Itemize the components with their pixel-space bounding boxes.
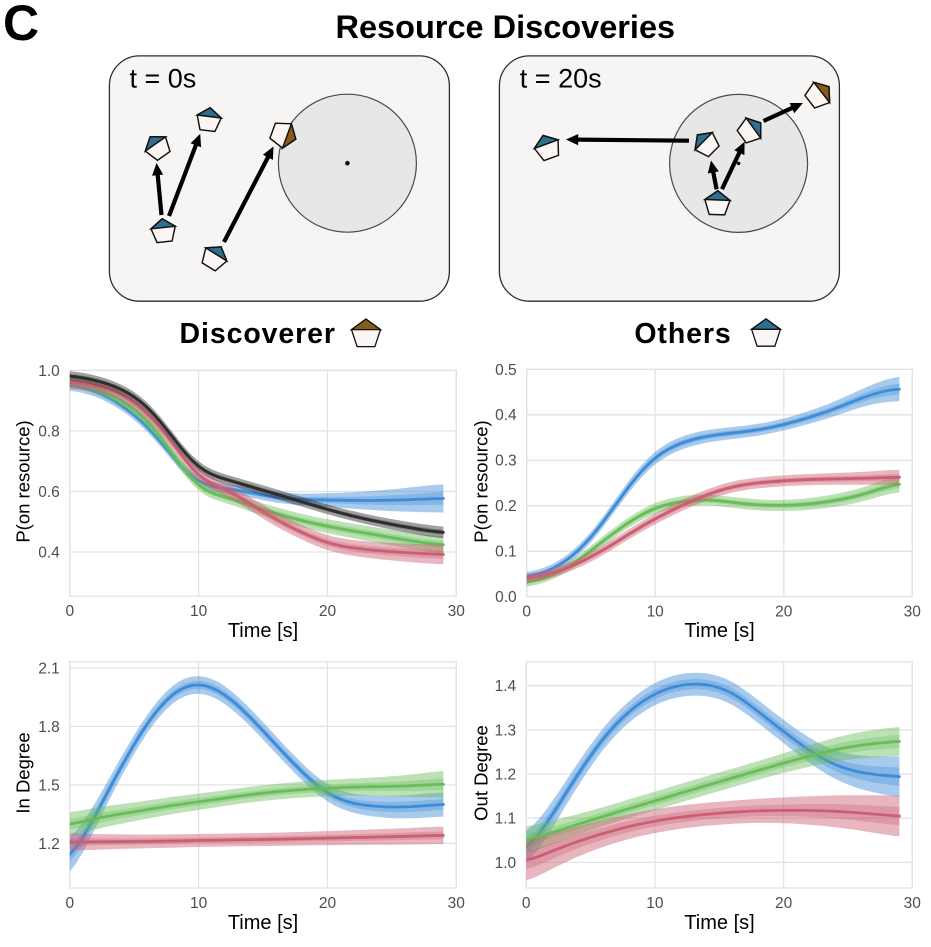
svg-text:20: 20: [319, 603, 337, 620]
svg-text:10: 10: [190, 895, 208, 912]
svg-text:Time [s]: Time [s]: [684, 620, 754, 642]
svg-text:0.4: 0.4: [495, 407, 517, 424]
svg-text:t = 20s: t = 20s: [520, 64, 602, 94]
svg-text:1.0: 1.0: [38, 363, 60, 380]
svg-text:20: 20: [319, 895, 337, 912]
svg-text:1.2: 1.2: [495, 767, 517, 784]
svg-text:20: 20: [775, 604, 793, 621]
svg-text:Time [s]: Time [s]: [228, 912, 298, 934]
svg-text:0.6: 0.6: [38, 484, 60, 501]
svg-text:0.4: 0.4: [38, 544, 60, 561]
svg-text:2.1: 2.1: [38, 660, 60, 677]
svg-text:P(on resource): P(on resource): [13, 420, 34, 542]
svg-text:0: 0: [65, 603, 74, 620]
svg-text:1.3: 1.3: [495, 722, 517, 739]
svg-text:In Degree: In Degree: [13, 732, 34, 813]
svg-text:C: C: [3, 0, 39, 51]
svg-text:0.8: 0.8: [38, 423, 60, 440]
svg-text:20: 20: [775, 895, 793, 912]
svg-text:0.2: 0.2: [495, 498, 517, 515]
svg-text:1.0: 1.0: [495, 855, 517, 872]
svg-text:Time [s]: Time [s]: [228, 620, 298, 642]
svg-text:t = 0s: t = 0s: [130, 64, 197, 94]
svg-text:1.5: 1.5: [38, 777, 60, 794]
svg-text:Discoverer: Discoverer: [180, 318, 336, 350]
svg-text:0: 0: [65, 895, 74, 912]
svg-text:0.0: 0.0: [495, 589, 517, 606]
svg-text:30: 30: [904, 895, 922, 912]
svg-text:0.3: 0.3: [495, 453, 517, 470]
svg-text:Others: Others: [634, 318, 731, 350]
svg-text:1.2: 1.2: [38, 836, 60, 853]
svg-text:30: 30: [448, 603, 466, 620]
svg-text:1.1: 1.1: [495, 811, 517, 828]
svg-text:10: 10: [190, 603, 208, 620]
svg-text:P(on resource): P(on resource): [471, 420, 492, 542]
svg-text:30: 30: [448, 895, 466, 912]
svg-text:10: 10: [646, 895, 664, 912]
svg-text:30: 30: [904, 604, 922, 621]
svg-text:0: 0: [522, 895, 531, 912]
svg-text:Time [s]: Time [s]: [684, 912, 754, 934]
svg-text:10: 10: [647, 604, 665, 621]
svg-text:Out Degree: Out Degree: [471, 725, 492, 821]
svg-text:0.5: 0.5: [495, 362, 517, 379]
svg-text:0: 0: [522, 604, 531, 621]
svg-text:Resource Discoveries: Resource Discoveries: [335, 9, 675, 45]
svg-text:1.8: 1.8: [38, 719, 60, 736]
svg-text:1.4: 1.4: [495, 678, 517, 695]
svg-text:0.1: 0.1: [495, 544, 517, 561]
